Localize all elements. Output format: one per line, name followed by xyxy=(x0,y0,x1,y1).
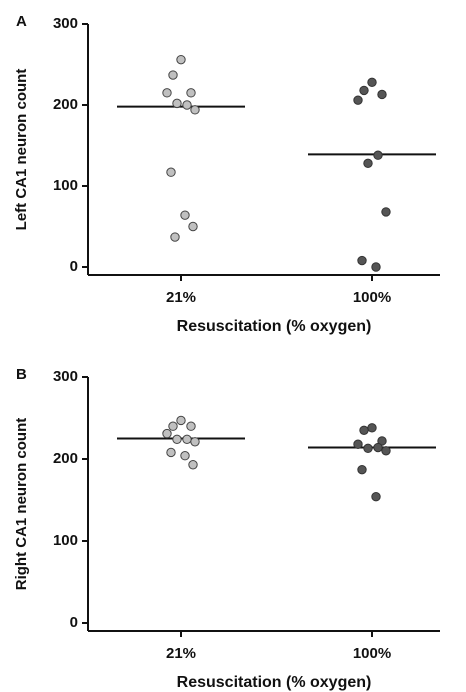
data-point xyxy=(176,415,186,426)
data-point xyxy=(190,105,200,115)
data-point xyxy=(363,158,373,169)
data-point xyxy=(381,446,391,456)
x-axis-label: Resuscitation (% oxygen) xyxy=(177,318,372,335)
data-point xyxy=(357,255,367,266)
y-tick-label: 200 xyxy=(53,96,78,113)
data-point xyxy=(172,98,182,109)
data-point xyxy=(381,207,391,217)
data-point xyxy=(371,262,381,272)
data-point xyxy=(373,150,383,160)
data-point xyxy=(353,95,363,105)
data-point xyxy=(162,88,172,98)
data-point xyxy=(182,100,192,110)
data-point xyxy=(166,447,176,458)
y-tick-label: 300 xyxy=(53,368,78,385)
data-point xyxy=(180,210,190,220)
data-point xyxy=(371,492,381,502)
x-tick-label: 100% xyxy=(353,645,391,662)
data-point xyxy=(186,88,196,98)
y-tick-label: 100 xyxy=(53,177,78,194)
y-tick-label: 200 xyxy=(53,450,78,467)
panel-label: A xyxy=(16,13,27,30)
y-tick-label: 0 xyxy=(70,258,78,275)
x-tick-label: 21% xyxy=(166,645,196,662)
data-point xyxy=(367,423,377,433)
data-point xyxy=(188,460,198,470)
x-tick-label: 100% xyxy=(353,289,391,306)
data-point xyxy=(357,464,367,475)
x-tick-label: 21% xyxy=(166,289,196,306)
x-axis-label: Resuscitation (% oxygen) xyxy=(177,674,372,691)
data-point xyxy=(168,421,178,431)
data-point xyxy=(170,232,180,242)
data-point xyxy=(166,167,176,177)
y-tick-label: 0 xyxy=(70,614,78,631)
y-axis-label: Right CA1 neuron count xyxy=(13,418,30,591)
data-point xyxy=(359,85,369,96)
data-point xyxy=(180,451,190,461)
data-point xyxy=(353,439,363,449)
data-point xyxy=(162,428,172,439)
y-axis-label: Left CA1 neuron count xyxy=(13,69,30,231)
data-point xyxy=(186,421,196,431)
data-point xyxy=(176,54,186,65)
data-point xyxy=(377,89,387,100)
data-point xyxy=(172,434,182,445)
data-point xyxy=(363,443,373,454)
data-point xyxy=(168,70,178,80)
y-tick-label: 100 xyxy=(53,532,78,549)
y-tick-label: 300 xyxy=(53,15,78,32)
data-point xyxy=(190,437,200,447)
panel-label: B xyxy=(16,366,27,383)
data-point xyxy=(367,77,377,88)
data-point xyxy=(182,434,192,445)
data-point xyxy=(373,442,383,453)
data-point xyxy=(188,221,198,232)
data-point xyxy=(359,425,369,435)
